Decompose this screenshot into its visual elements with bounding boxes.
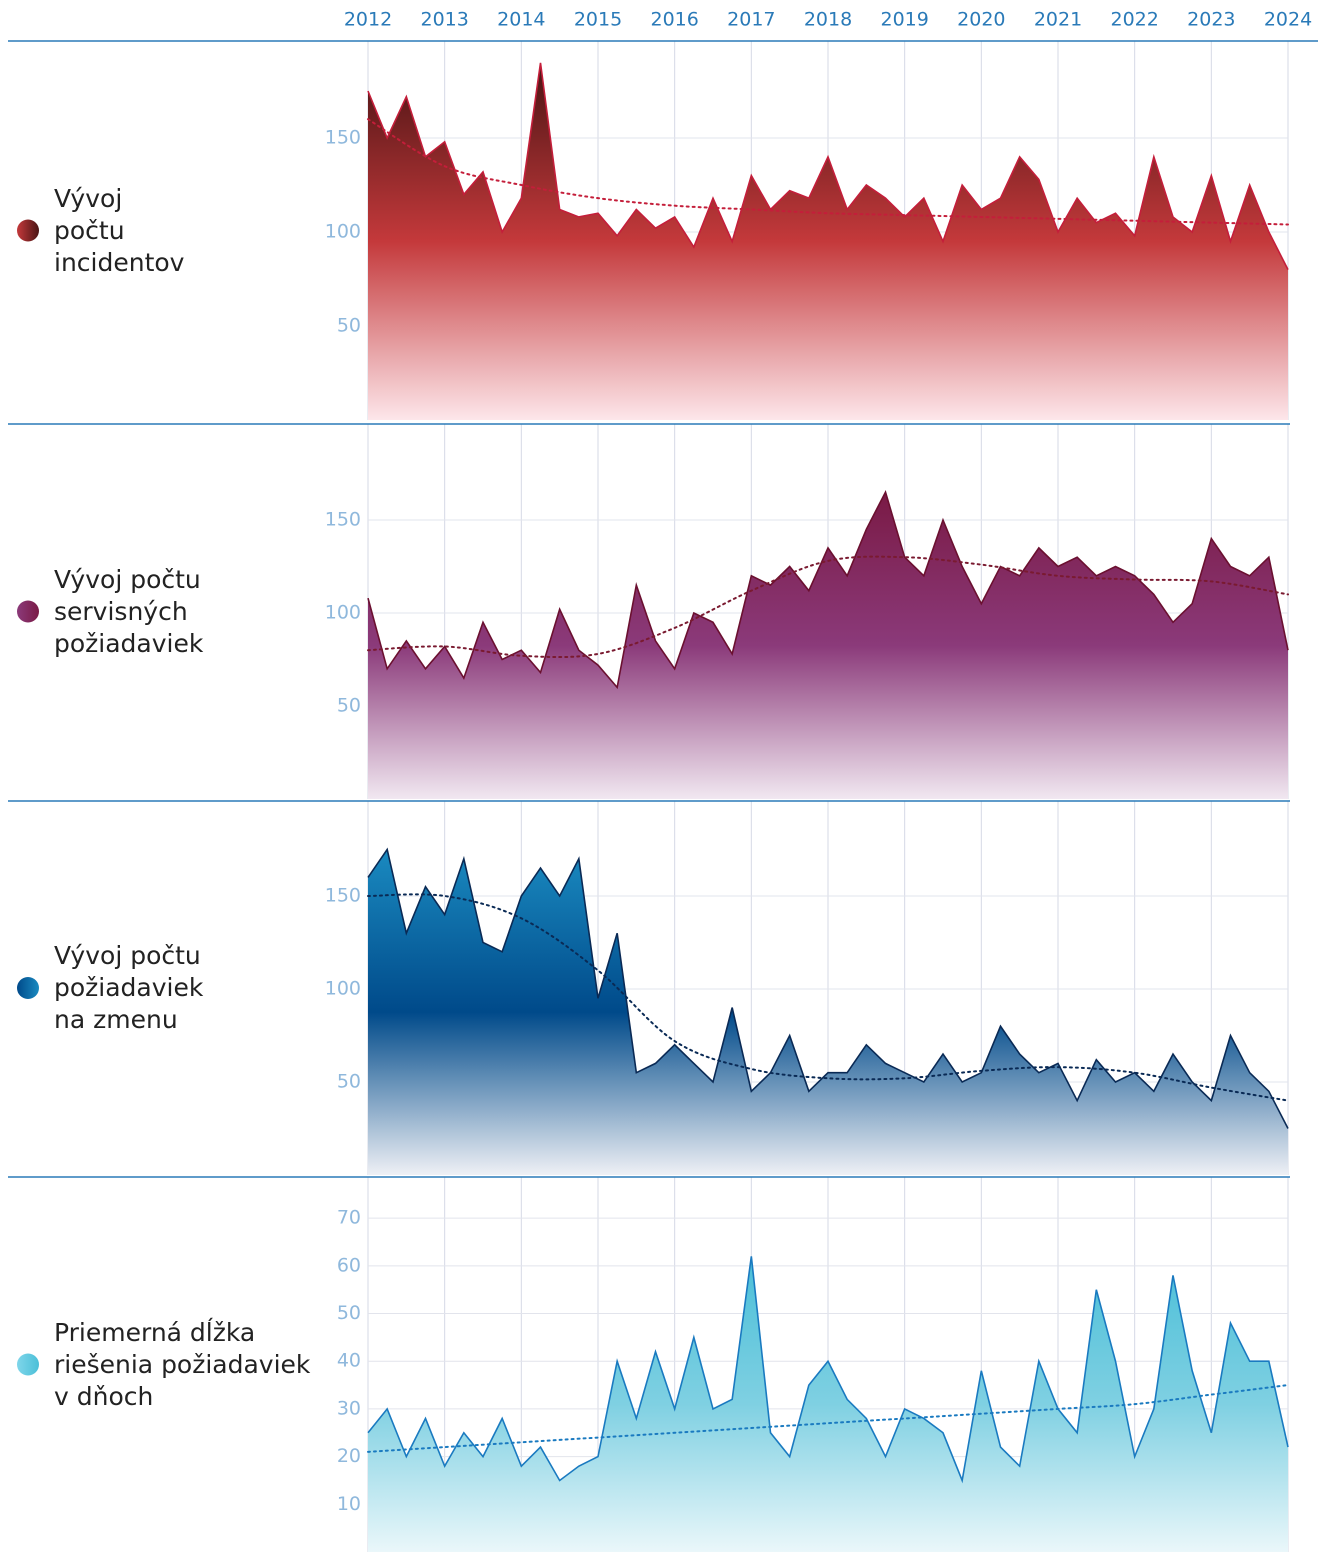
line — [367, 489, 1289, 690]
y-tick-label: 100 — [325, 221, 361, 243]
y-tick-label: 50 — [337, 315, 361, 337]
trend-line — [367, 555, 1289, 659]
line — [367, 847, 1289, 1129]
area — [368, 1256, 1288, 1552]
y-tick-label: 70 — [337, 1207, 361, 1229]
panel-title: Vývoj počtu incidentov — [54, 183, 184, 279]
x-tick-label: 2013 — [420, 9, 468, 31]
x-tick-label: 2014 — [497, 9, 545, 31]
x-tick-label: 2012 — [344, 9, 392, 31]
y-tick-label: 100 — [325, 978, 361, 1000]
x-tick-label: 2021 — [1034, 9, 1082, 31]
area — [368, 62, 1288, 421]
x-tick-label: 2015 — [574, 9, 622, 31]
title-line: požiadaviek — [54, 628, 204, 658]
title-line: riešenia požiadaviek — [54, 1349, 311, 1379]
area — [368, 849, 1288, 1175]
y-tick-label: 40 — [337, 1350, 361, 1372]
x-tick-label: 2016 — [650, 9, 698, 31]
x-tick-label: 2017 — [727, 9, 775, 31]
legend-dot — [17, 1353, 39, 1376]
line — [367, 62, 1289, 270]
y-tick-label: 50 — [337, 1302, 361, 1324]
title-line: Vývoj — [54, 183, 123, 213]
x-tick-label: 2022 — [1110, 9, 1158, 31]
y-tick-label: 20 — [337, 1445, 361, 1467]
legend-dot — [17, 977, 39, 999]
title-line: počtu — [54, 215, 125, 245]
panel-title: Vývoj počtu požiadaviek na zmenu — [54, 940, 203, 1036]
y-tick-label: 50 — [337, 1071, 361, 1093]
x-tick-label: 2023 — [1187, 9, 1235, 31]
x-tick-label: 2019 — [880, 9, 928, 31]
legend-dot — [17, 219, 39, 242]
y-tick-label: 30 — [337, 1397, 361, 1419]
y-tick-label: 150 — [325, 885, 361, 907]
y-tick-label: 10 — [337, 1493, 361, 1515]
x-tick-label: 2024 — [1264, 9, 1312, 31]
title-line: Vývoj počtu — [54, 564, 201, 594]
title-line: na zmenu — [54, 1005, 178, 1034]
y-tick-label: 60 — [337, 1254, 361, 1276]
title-line: Priemerná dĺžka — [54, 1317, 256, 1347]
y-tick-label: 150 — [325, 509, 361, 531]
panel-title: Priemerná dĺžka riešenia požiadaviek v dňo… — [54, 1317, 310, 1413]
y-tick-label: 50 — [337, 695, 361, 717]
trend-line — [367, 893, 1289, 1102]
area — [368, 492, 1288, 799]
x-tick-label: 2018 — [804, 9, 852, 31]
legend-dot — [17, 600, 39, 623]
title-line: incidentov — [54, 247, 185, 277]
panel-title: Vývoj počtu servisných požiadaviek — [54, 564, 203, 660]
y-tick-label: 150 — [325, 127, 361, 149]
trend-line — [367, 118, 1289, 226]
title-line: Vývoj počtu — [54, 941, 201, 970]
title-line: servisných — [54, 596, 188, 626]
x-tick-label: 2020 — [957, 9, 1005, 31]
y-tick-label: 100 — [325, 602, 361, 624]
line — [367, 1256, 1289, 1484]
title-line: požiadaviek — [54, 973, 204, 1002]
title-line: v dňoch — [54, 1381, 154, 1411]
trend-line — [367, 1384, 1289, 1453]
